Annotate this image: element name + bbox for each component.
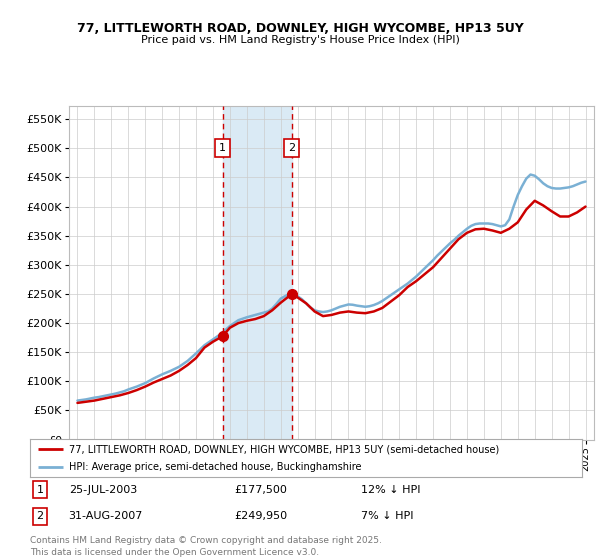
Text: 77, LITTLEWORTH ROAD, DOWNLEY, HIGH WYCOMBE, HP13 5UY: 77, LITTLEWORTH ROAD, DOWNLEY, HIGH WYCO… <box>77 22 523 35</box>
Text: 12% ↓ HPI: 12% ↓ HPI <box>361 485 421 495</box>
Text: £177,500: £177,500 <box>234 485 287 495</box>
Text: 1: 1 <box>37 485 43 495</box>
Text: Contains HM Land Registry data © Crown copyright and database right 2025.
This d: Contains HM Land Registry data © Crown c… <box>30 536 382 557</box>
Text: 1: 1 <box>219 143 226 153</box>
Text: 77, LITTLEWORTH ROAD, DOWNLEY, HIGH WYCOMBE, HP13 5UY (semi-detached house): 77, LITTLEWORTH ROAD, DOWNLEY, HIGH WYCO… <box>68 444 499 454</box>
Text: 25-JUL-2003: 25-JUL-2003 <box>68 485 137 495</box>
Text: 7% ↓ HPI: 7% ↓ HPI <box>361 511 414 521</box>
Text: HPI: Average price, semi-detached house, Buckinghamshire: HPI: Average price, semi-detached house,… <box>68 462 361 472</box>
Bar <box>223 106 292 440</box>
Text: 2: 2 <box>289 143 295 153</box>
Text: 31-AUG-2007: 31-AUG-2007 <box>68 511 143 521</box>
Text: £249,950: £249,950 <box>234 511 287 521</box>
Text: Price paid vs. HM Land Registry's House Price Index (HPI): Price paid vs. HM Land Registry's House … <box>140 35 460 45</box>
Text: 2: 2 <box>37 511 43 521</box>
